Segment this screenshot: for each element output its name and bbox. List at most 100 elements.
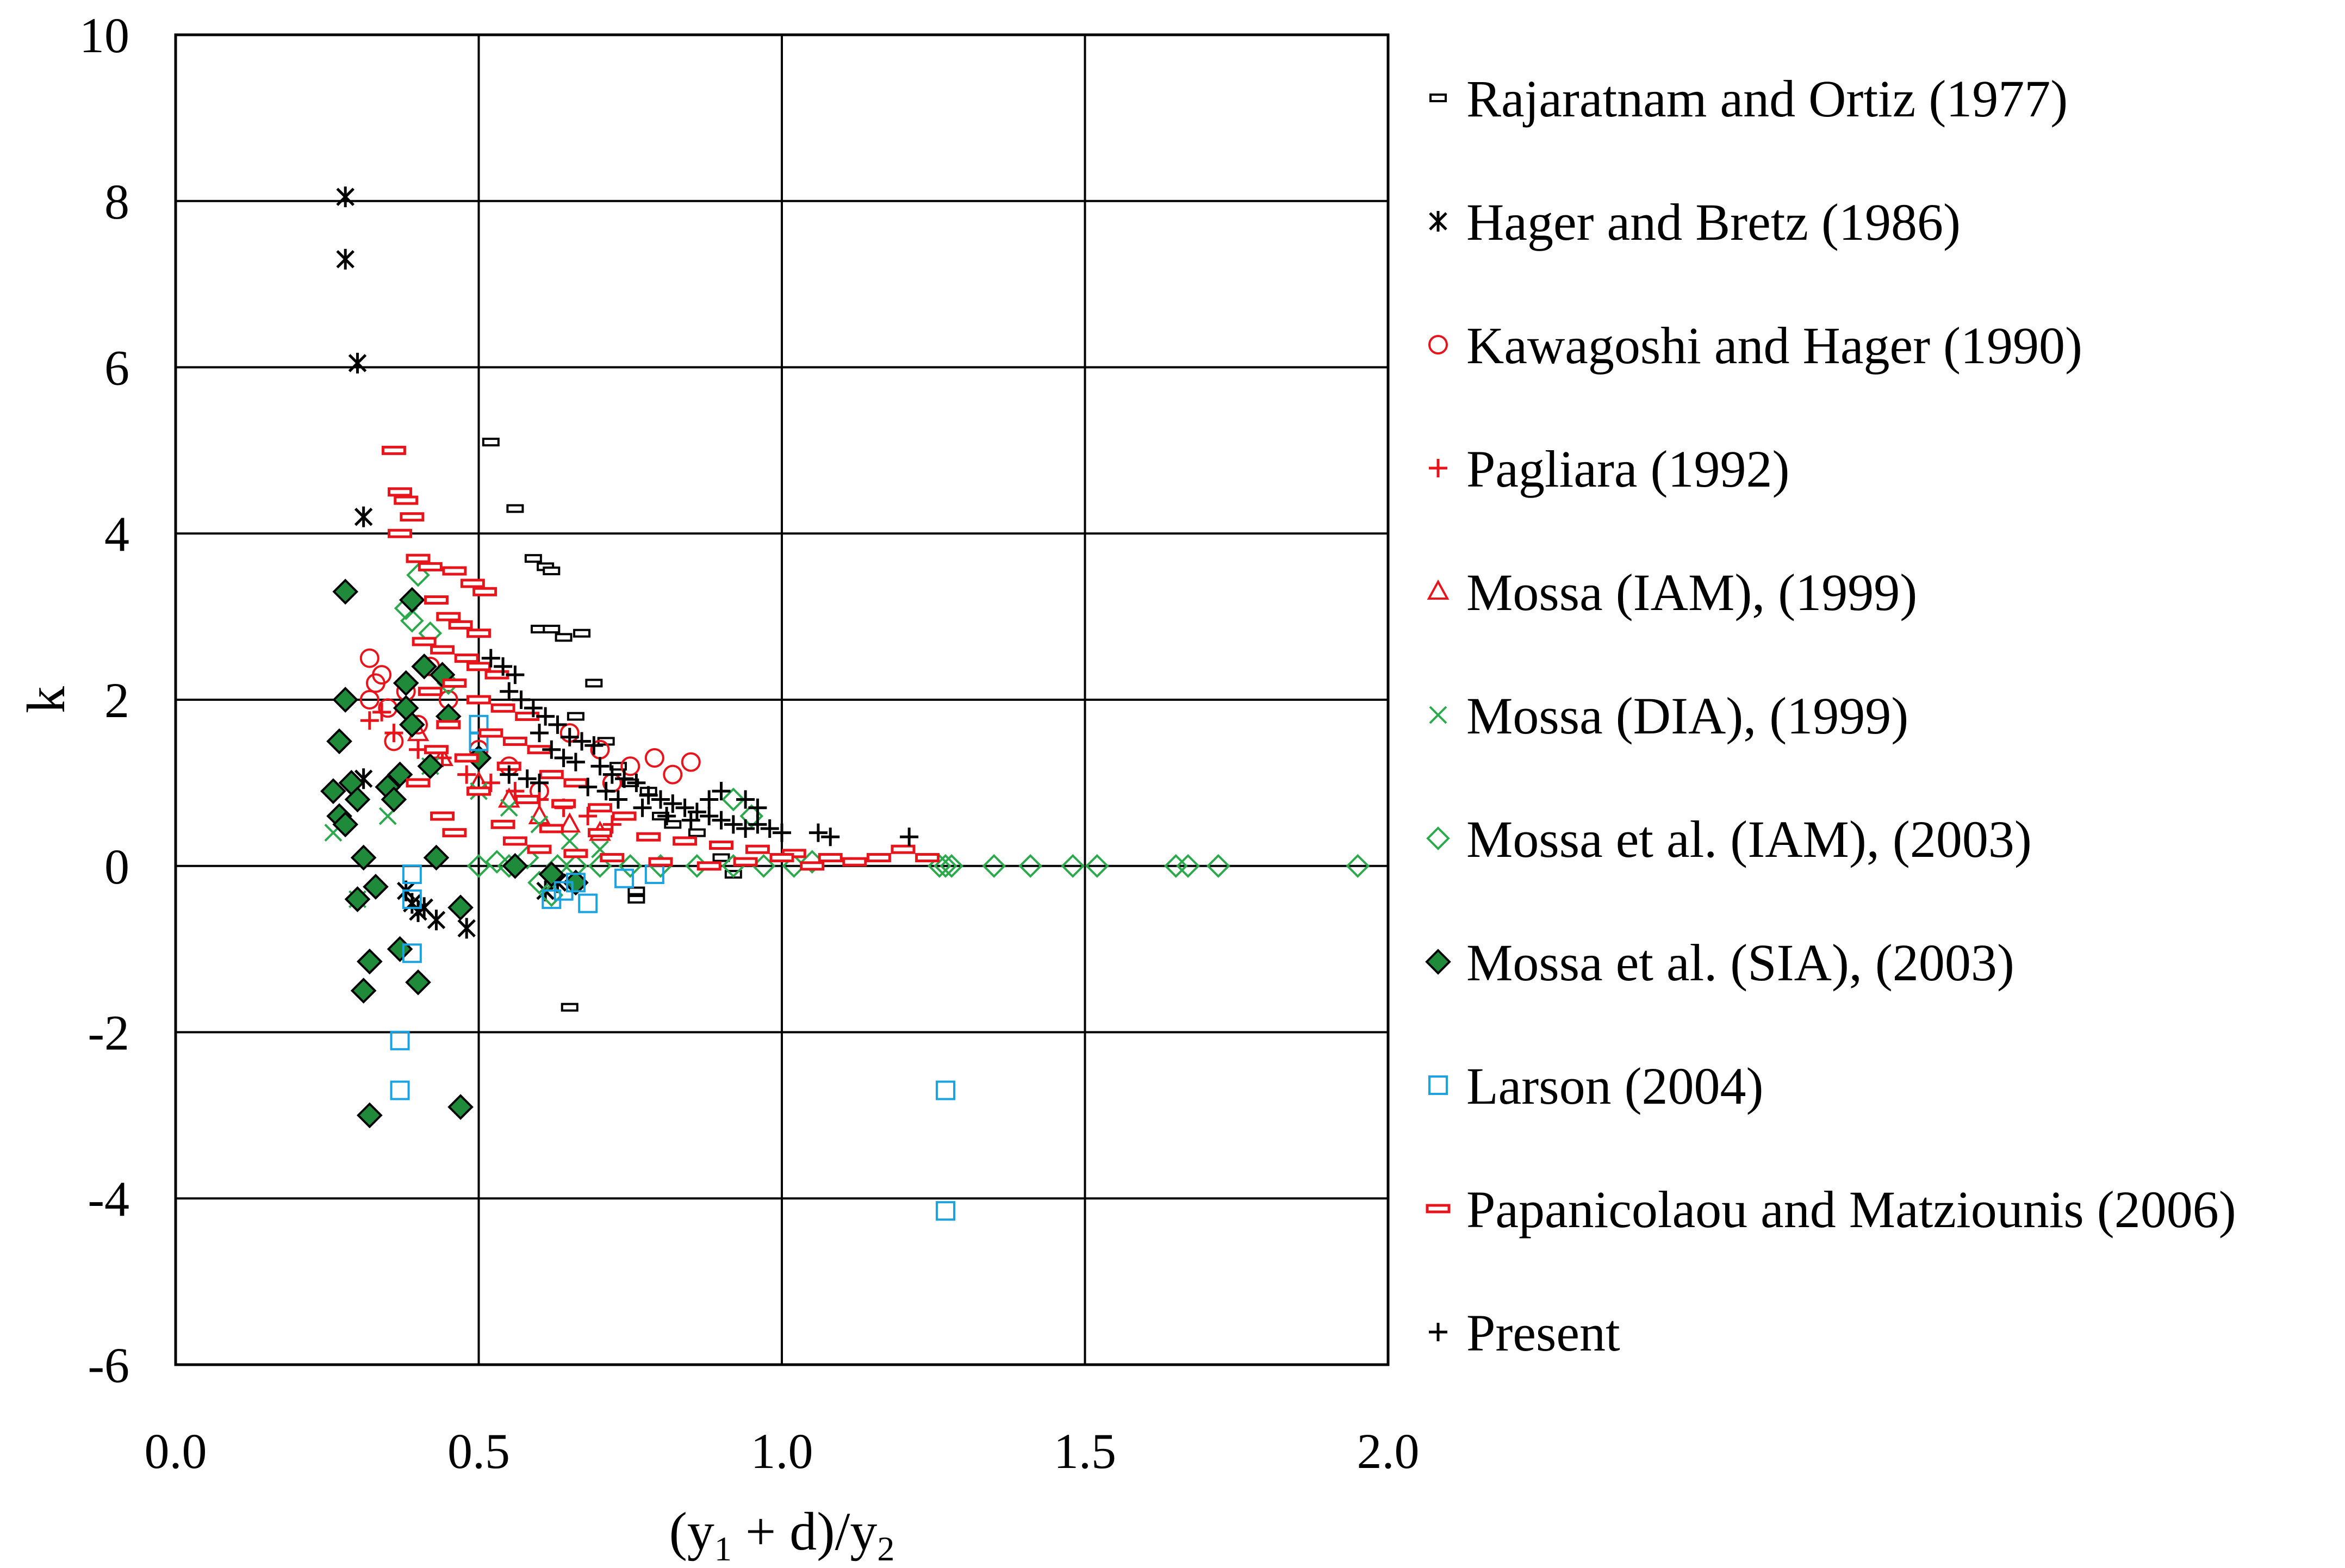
- data-point: [538, 861, 565, 887]
- data-point: [1164, 854, 1188, 878]
- data-point: [415, 897, 433, 918]
- data-point: [636, 832, 661, 842]
- data-point: [800, 861, 825, 871]
- data-point: [673, 836, 698, 846]
- data-point: [457, 765, 476, 784]
- data-point: [1085, 854, 1109, 878]
- data-point: [482, 438, 500, 447]
- data-point: [588, 828, 612, 838]
- data-point: [336, 248, 354, 270]
- data-point: [344, 786, 371, 813]
- data-point: [934, 854, 957, 878]
- data-point: [627, 894, 645, 904]
- data-point: [485, 850, 509, 874]
- data-point: [326, 728, 352, 755]
- y-tick-label: -2: [88, 1005, 129, 1061]
- data-point: [506, 665, 525, 685]
- data-point: [478, 728, 503, 738]
- data-point: [614, 868, 635, 888]
- data-point: [700, 790, 719, 809]
- data-point: [381, 786, 407, 813]
- legend-item: Pagliara (1992): [1429, 440, 1789, 498]
- data-point: [675, 798, 694, 817]
- data-point: [563, 849, 588, 858]
- data-point: [712, 853, 730, 862]
- data-point: [457, 918, 476, 939]
- data-point: [399, 587, 425, 613]
- data-point: [393, 670, 419, 696]
- data-point: [442, 678, 467, 688]
- y-axis-title: k: [16, 686, 76, 713]
- data-point: [506, 504, 524, 513]
- legend-item: Mossa (IAM), (1999): [1427, 563, 1917, 621]
- data-point: [663, 794, 682, 813]
- legend-label: Hager and Bretz (1986): [1466, 193, 1961, 251]
- data-point: [530, 724, 549, 743]
- data-point: [551, 799, 576, 808]
- data-point: [561, 832, 579, 850]
- y-tick-label: 8: [104, 174, 129, 229]
- data-point: [356, 948, 383, 975]
- data-point: [344, 886, 371, 912]
- legend-label: Mossa et al. (IAM), (2003): [1466, 810, 2032, 868]
- legend-label: Mossa (IAM), (1999): [1466, 563, 1917, 621]
- data-point: [502, 736, 527, 746]
- legend-item: Kawagoshi and Hager (1990): [1428, 316, 2082, 375]
- legend-marker: [1428, 1075, 1448, 1095]
- data-point: [363, 874, 389, 900]
- data-point: [808, 823, 828, 842]
- legend-marker: [1429, 706, 1447, 724]
- data-point: [567, 712, 584, 721]
- data-point: [579, 777, 598, 797]
- data-point: [554, 749, 573, 768]
- data-point: [736, 790, 755, 809]
- data-point: [639, 786, 658, 805]
- data-point: [466, 629, 491, 638]
- data-point: [424, 595, 449, 605]
- data-point: [372, 702, 391, 721]
- data-point: [688, 828, 706, 837]
- data-point: [940, 854, 964, 878]
- data-point: [387, 761, 413, 788]
- x-axis-title: (y1 + d)/y2: [669, 1501, 895, 1568]
- data-point: [736, 819, 755, 838]
- data-point: [573, 629, 591, 638]
- data-point: [399, 712, 425, 738]
- data-point: [681, 752, 701, 772]
- data-point: [454, 654, 479, 663]
- data-point: [423, 844, 450, 871]
- data-point: [390, 1080, 410, 1100]
- data-point: [412, 637, 437, 646]
- data-point: [709, 841, 733, 850]
- data-point: [524, 699, 543, 718]
- y-tick-label: 0: [104, 839, 129, 894]
- y-tick-label: -6: [88, 1337, 129, 1393]
- series-10: [481, 649, 919, 847]
- data-point: [928, 854, 951, 878]
- data-point: [536, 707, 555, 726]
- data-point: [542, 740, 561, 759]
- data-point: [515, 845, 539, 870]
- data-point: [664, 820, 682, 829]
- data-point: [372, 665, 392, 685]
- legend-label: Mossa (DIA), (1999): [1466, 687, 1908, 745]
- data-point: [460, 578, 485, 588]
- data-point: [696, 861, 721, 871]
- x-axis-title-part-a: (y: [669, 1501, 714, 1561]
- legend-item: Hager and Bretz (1986): [1429, 193, 1961, 251]
- data-point: [418, 687, 443, 696]
- data-point: [500, 682, 519, 701]
- data-point: [773, 823, 791, 842]
- legend-item: Larson (2004): [1428, 1057, 1764, 1115]
- legend-marker: [1429, 211, 1447, 232]
- data-point: [612, 811, 637, 821]
- data-point: [524, 554, 542, 563]
- data-point: [411, 654, 437, 680]
- data-point: [565, 873, 586, 893]
- data-point: [584, 736, 604, 755]
- x-axis-title-sub-1: 1: [714, 1529, 732, 1568]
- y-tick-label: 10: [79, 8, 129, 63]
- legend-marker: [1427, 579, 1450, 600]
- data-point: [447, 894, 474, 921]
